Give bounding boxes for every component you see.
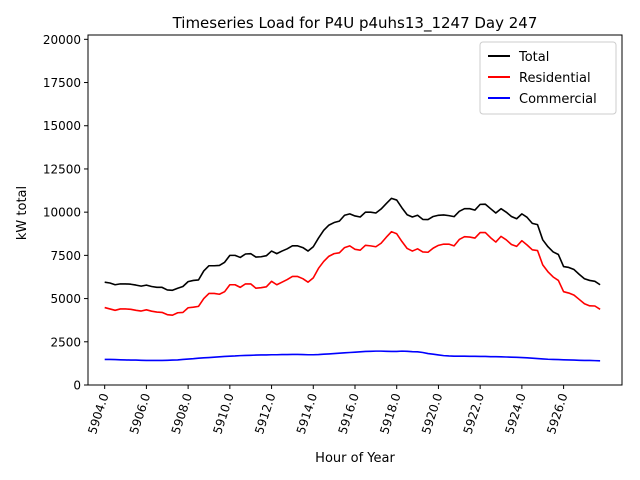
legend-box: [479, 41, 617, 115]
y-axis-label: kW total: [15, 186, 30, 240]
series-line-total: [104, 197, 601, 292]
y-tick-label: 0: [73, 379, 81, 393]
x-tick-label: 5906.0: [127, 392, 153, 436]
y-tick-label: 7500: [50, 249, 81, 263]
y-tick-label: 5000: [50, 292, 81, 306]
y-tick-label: 12500: [43, 162, 81, 176]
y-tick-label: 2500: [50, 335, 81, 349]
series-lines: [104, 197, 601, 362]
legend-label-residential: Residential: [519, 71, 591, 86]
x-tick-label: 5914.0: [294, 392, 320, 436]
x-tick-label: 5916.0: [336, 392, 362, 436]
y-tick-label: 17500: [43, 76, 81, 90]
x-tick-label: 5920.0: [419, 392, 445, 436]
series-line-residential: [104, 230, 601, 316]
x-tick-label: 5912.0: [252, 392, 278, 436]
x-axis-label: Hour of Year: [315, 451, 395, 466]
series-line-commercial: [104, 350, 601, 362]
x-axis: 5904.0 5906.0 5908.0 5910.0 5912.0 5914.0 5916…: [85, 385, 570, 436]
legend-label-total: Total: [518, 50, 549, 65]
x-tick-label: 5924.0: [502, 392, 528, 436]
y-tick-label: 15000: [43, 119, 81, 133]
legend-label-commercial: Commercial: [519, 92, 597, 107]
chart-title: Timeseries Load for P4U p4uhs13_1247 Day…: [172, 14, 538, 33]
x-tick-label: 5910.0: [210, 392, 236, 436]
y-axis: 0 2500 5000 7500 10000 12500 15000 17500 20000: [43, 33, 88, 393]
y-tick-label: 10000: [43, 206, 81, 220]
legend: Total Residential Commercial: [479, 41, 617, 115]
x-tick-label: 5918.0: [377, 392, 403, 436]
x-tick-label: 5904.0: [85, 392, 111, 436]
y-tick-label: 20000: [43, 33, 81, 47]
x-tick-label: 5922.0: [461, 392, 487, 436]
x-tick-label: 5908.0: [169, 392, 195, 436]
x-tick-label: 5926.0: [544, 392, 570, 436]
